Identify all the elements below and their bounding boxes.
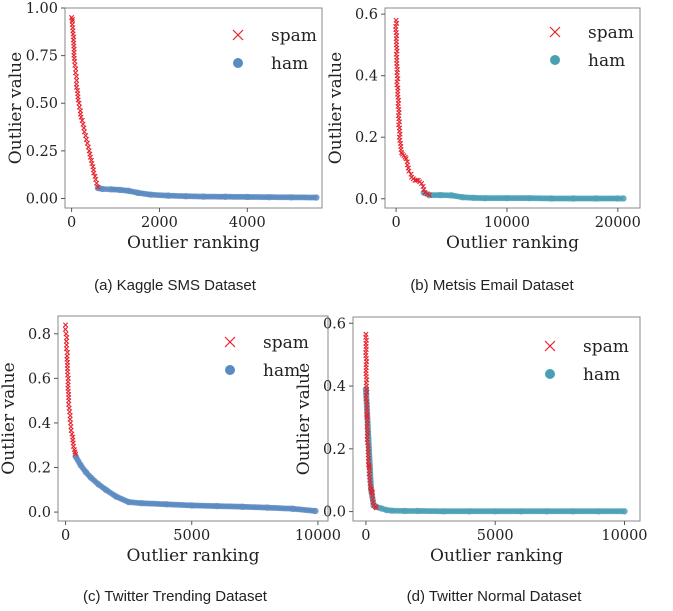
spam-point xyxy=(63,323,67,327)
ham-point xyxy=(313,194,319,200)
y-tick-label: 0.4 xyxy=(323,379,346,395)
spam-point xyxy=(81,122,85,126)
y-tick-label: 0.25 xyxy=(26,144,58,160)
legend-spam-marker xyxy=(225,337,235,347)
panel-caption: (d) Twitter Normal Dataset xyxy=(407,588,583,605)
legend-ham-marker xyxy=(233,58,243,68)
y-tick-label: 0.2 xyxy=(28,461,51,477)
y-tick-label: 0.0 xyxy=(355,192,378,208)
panel-caption: (b) Metsis Email Dataset xyxy=(410,277,574,294)
legend-spam-label: spam xyxy=(271,26,317,46)
legend-ham-marker xyxy=(225,365,235,375)
x-tick-label: 5000 xyxy=(477,528,514,544)
spam-point xyxy=(64,346,68,350)
legend-spam-marker xyxy=(545,341,555,351)
legend-ham-marker xyxy=(550,55,560,65)
x-tick-label: 0 xyxy=(361,528,370,544)
legend-ham-label: ham xyxy=(583,365,620,385)
legend: spam ham xyxy=(233,26,317,74)
spam-point xyxy=(63,327,67,331)
chart-panel-a: 0 2000 4000 0.00 0.25 0.50 0.75 1.00 Outlier ran… xyxy=(6,1,322,294)
chart-panel-d: 0 5000 10000 0.0 0.2 0.4 0.6 Outlier ranking Out… xyxy=(294,316,648,605)
x-tick-label: 0 xyxy=(67,215,76,231)
y-tick-label: 0.2 xyxy=(355,130,378,146)
chart-panel-b: 0 10000 20000 0.0 0.2 0.4 0.6 Outlier ranking Ou… xyxy=(326,7,641,294)
spam-point xyxy=(84,137,88,141)
legend-spam-marker xyxy=(550,27,560,37)
x-tick-label: 4000 xyxy=(229,215,266,231)
legend-spam-label: spam xyxy=(263,333,309,353)
y-tick-label: 0.2 xyxy=(323,442,346,458)
spam-point xyxy=(69,428,73,432)
ham-point xyxy=(621,508,627,514)
y-tick-label: 0.4 xyxy=(28,416,51,432)
y-tick-label: 0.6 xyxy=(28,371,51,387)
y-tick-label: 1.00 xyxy=(26,1,58,17)
spam-point xyxy=(83,133,87,137)
y-tick-label: 0.0 xyxy=(28,505,51,521)
spam-point xyxy=(86,145,90,149)
x-tick-label: 0 xyxy=(61,528,70,544)
legend: spam ham xyxy=(550,23,634,71)
x-tick-label: 0 xyxy=(391,215,400,231)
panel-caption: (c) Twitter Trending Dataset xyxy=(83,588,268,605)
y-tick-label: 0.8 xyxy=(28,327,51,343)
y-tick-label: 0.0 xyxy=(323,505,346,521)
legend-spam-label: spam xyxy=(583,337,629,357)
y-tick-label: 0.00 xyxy=(26,191,58,207)
spam-point xyxy=(73,63,77,67)
y-tick-label: 0.6 xyxy=(323,316,346,332)
y-axis-label: Outlier value xyxy=(326,52,346,164)
legend-ham-marker xyxy=(545,369,555,379)
x-tick-label: 20000 xyxy=(595,215,641,231)
legend-ham-label: ham xyxy=(588,51,625,71)
x-tick-label: 10000 xyxy=(601,528,647,544)
legend-ham-label: ham xyxy=(271,54,308,74)
spam-point xyxy=(85,141,89,145)
x-tick-label: 10000 xyxy=(295,528,341,544)
legend-spam-marker xyxy=(233,30,243,40)
x-tick-label: 5000 xyxy=(173,528,210,544)
spam-point xyxy=(94,181,98,185)
panel-caption: (a) Kaggle SMS Dataset xyxy=(94,277,257,294)
x-axis-label: Outlier ranking xyxy=(127,546,260,566)
x-axis-label: Outlier ranking xyxy=(430,546,563,566)
y-axis-label: Outlier value xyxy=(0,362,19,474)
y-tick-label: 0.50 xyxy=(26,96,58,112)
legend: spam ham xyxy=(545,337,629,385)
x-axis-label: Outlier ranking xyxy=(127,233,260,253)
legend-spam-label: spam xyxy=(588,23,634,43)
spam-point xyxy=(77,105,81,109)
y-tick-label: 0.4 xyxy=(355,69,378,85)
y-axis-label: Outlier value xyxy=(6,52,26,164)
ham-point xyxy=(312,508,318,514)
x-tick-label: 10000 xyxy=(484,215,530,231)
x-axis-label: Outlier ranking xyxy=(446,233,579,253)
x-tick-label: 2000 xyxy=(141,215,178,231)
spam-point xyxy=(64,332,68,336)
y-tick-label: 0.6 xyxy=(355,7,378,23)
spam-point xyxy=(73,71,77,75)
spam-point xyxy=(82,130,86,134)
data-marks xyxy=(363,332,628,514)
y-tick-label: 0.75 xyxy=(26,49,58,65)
ham-point xyxy=(620,195,626,201)
y-axis-label: Outlier value xyxy=(294,363,314,475)
data-marks xyxy=(393,18,626,202)
spam-point xyxy=(94,177,98,181)
chart-panel-c: 0 5000 10000 0.0 0.2 0.4 0.6 0.8 Outlier ranking… xyxy=(0,316,341,605)
